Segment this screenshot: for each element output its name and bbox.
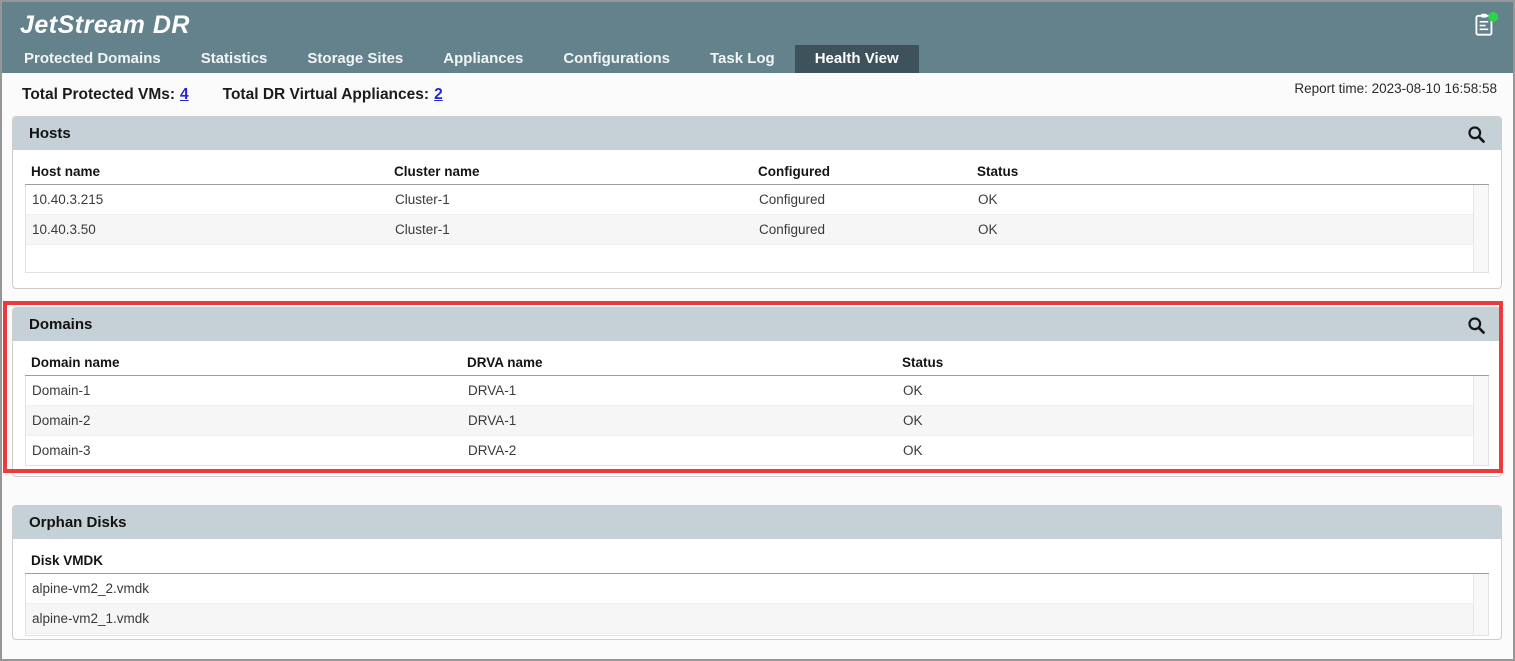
hosts-section: Hosts Host name Cluster name Configured … [12, 116, 1502, 289]
total-dr-appliances-label: Total DR Virtual Appliances: [222, 86, 430, 103]
hosts-table: Host name Cluster name Configured Status… [13, 150, 1501, 273]
drva-name-cell: DRVA-2 [468, 443, 517, 458]
table-row: 10.40.3.50 Cluster-1 Configured OK [26, 215, 1488, 245]
search-icon [1467, 316, 1485, 334]
configured-cell: Configured [759, 222, 826, 237]
app-title: JetStream DR [20, 11, 190, 39]
tab-task-log[interactable]: Task Log [709, 50, 775, 67]
cluster-name-cell: Cluster-1 [395, 222, 450, 237]
disk-vmdk-cell: alpine-vm2_2.vmdk [32, 581, 150, 596]
orphan-disks-table-header: Disk VMDK [25, 548, 1489, 574]
report-status-icon[interactable] [1471, 11, 1499, 39]
host-name-cell: 10.40.3.215 [32, 192, 104, 207]
drva-name-cell: DRVA-1 [468, 383, 517, 398]
table-row: 10.40.3.215 Cluster-1 Configured OK [26, 185, 1488, 215]
table-row: Domain-2 DRVA-1 OK [26, 406, 1488, 436]
clipboard-icon [1475, 11, 1499, 36]
green-status-dot [1488, 11, 1499, 22]
table-row: Domain-3 DRVA-2 OK [26, 436, 1488, 465]
column-header: Host name [31, 164, 101, 179]
domains-table-body: Domain-1 DRVA-1 OK Domain-2 DRVA-1 OK Do… [25, 376, 1489, 466]
tab-protected-domains[interactable]: Protected Domains [24, 50, 161, 67]
total-protected-vms-link[interactable]: 4 [180, 86, 189, 103]
domain-name-cell: Domain-1 [32, 383, 91, 398]
report-time: Report time: 2023-08-10 16:58:58 [1294, 81, 1497, 96]
tab-appliances[interactable]: Appliances [443, 50, 524, 67]
status-cell: OK [903, 383, 923, 398]
orphan-disks-table-body: alpine-vm2_2.vmdk alpine-vm2_1.vmdk [25, 574, 1489, 636]
totals: Total Protected VMs: 4 Total DR Virtual Ap… [22, 86, 443, 104]
orphan-disks-section-title: Orphan Disks [29, 514, 127, 531]
hosts-search-button[interactable] [1465, 123, 1487, 145]
domain-name-cell: Domain-2 [32, 413, 91, 428]
hosts-section-header: Hosts [13, 117, 1501, 150]
domains-search-button[interactable] [1465, 314, 1487, 336]
vertical-scrollbar[interactable] [1473, 574, 1488, 635]
domains-section: Domains Domain name DRVA name Status Dom… [12, 307, 1502, 477]
column-header: Domain name [31, 355, 120, 370]
search-icon [1467, 125, 1485, 143]
column-header: DRVA name [467, 355, 543, 370]
domain-name-cell: Domain-3 [32, 443, 91, 458]
domains-section-title: Domains [29, 316, 93, 333]
total-protected-vms: Total Protected VMs: 4 [22, 86, 189, 103]
total-protected-vms-label: Total Protected VMs: [22, 86, 176, 103]
cluster-name-cell: Cluster-1 [395, 192, 450, 207]
column-header: Configured [758, 164, 830, 179]
tab-health-view[interactable]: Health View [794, 45, 919, 73]
status-cell: OK [978, 222, 998, 237]
tab-statistics[interactable]: Statistics [200, 50, 268, 67]
hosts-section-title: Hosts [29, 125, 71, 142]
tab-configurations[interactable]: Configurations [563, 50, 670, 67]
total-dr-appliances: Total DR Virtual Appliances: 2 [223, 86, 443, 103]
vertical-scrollbar[interactable] [1473, 185, 1488, 272]
column-header: Cluster name [394, 164, 480, 179]
hosts-table-header: Host name Cluster name Configured Status [25, 159, 1489, 185]
hosts-table-body: 10.40.3.215 Cluster-1 Configured OK 10.4… [25, 185, 1489, 273]
status-cell: OK [903, 413, 923, 428]
orphan-disks-table: Disk VMDK alpine-vm2_2.vmdk alpine-vm2_1… [13, 539, 1501, 636]
table-row: alpine-vm2_1.vmdk [26, 604, 1488, 634]
table-row: Domain-1 DRVA-1 OK [26, 376, 1488, 406]
orphan-disks-section-header: Orphan Disks [13, 506, 1501, 539]
main-nav: Protected Domains Statistics Storage Sit… [4, 45, 919, 73]
host-name-cell: 10.40.3.50 [32, 222, 96, 237]
orphan-disks-section: Orphan Disks Disk VMDK alpine-vm2_2.vmdk… [12, 505, 1502, 640]
summary-row: Total Protected VMs: 4 Total DR Virtual Ap… [2, 73, 1513, 117]
disk-vmdk-cell: alpine-vm2_1.vmdk [32, 611, 150, 626]
domains-table: Domain name DRVA name Status Domain-1 DR… [13, 341, 1501, 466]
configured-cell: Configured [759, 192, 826, 207]
tab-storage-sites[interactable]: Storage Sites [307, 50, 404, 67]
table-row: alpine-vm2_2.vmdk [26, 574, 1488, 604]
status-cell: OK [978, 192, 998, 207]
domains-section-header: Domains [13, 308, 1501, 341]
column-header: Disk VMDK [31, 553, 104, 568]
column-header: Status [977, 164, 1019, 179]
vertical-scrollbar[interactable] [1473, 376, 1488, 465]
column-header: Status [902, 355, 944, 370]
drva-name-cell: DRVA-1 [468, 413, 517, 428]
total-dr-appliances-link[interactable]: 2 [434, 86, 443, 103]
status-cell: OK [903, 443, 923, 458]
app-header: JetStream DR Protected Domains Statistic… [2, 2, 1513, 73]
domains-table-header: Domain name DRVA name Status [25, 350, 1489, 376]
